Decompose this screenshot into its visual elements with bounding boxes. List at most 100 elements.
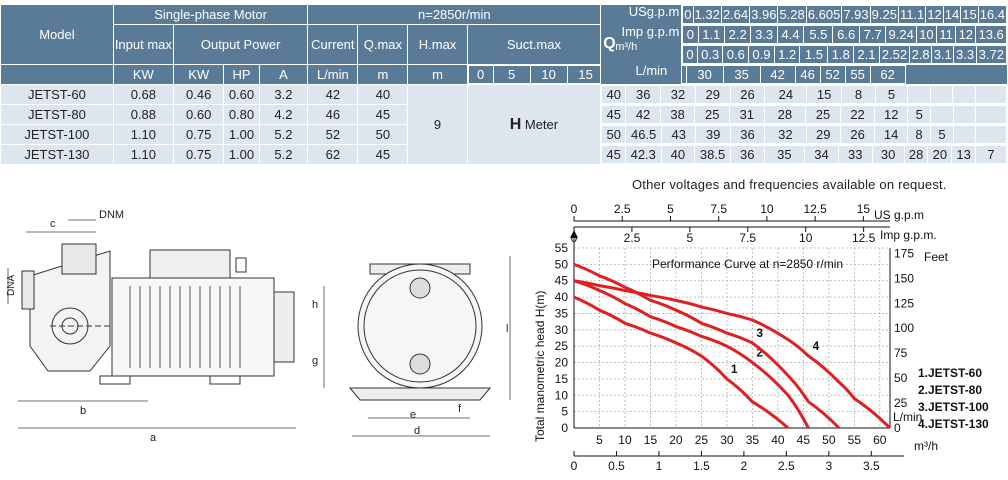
unit-suct: m	[407, 64, 468, 85]
model-input: 0.68	[112, 84, 174, 105]
model-current: 5.2	[258, 124, 309, 145]
dim-dna: DNA	[6, 275, 17, 296]
model-current: 4.2	[258, 104, 309, 125]
y-tick-label: 35	[555, 306, 569, 320]
feet-tick-label: 0	[894, 421, 901, 435]
q-value-cell: 1.8	[827, 45, 855, 64]
head-value-cell: 36	[625, 85, 662, 104]
head-row-80: 45 42 38 25 31 28 25 22 12 5	[600, 104, 1008, 125]
model-input: 0.88	[112, 104, 174, 125]
chart-grid	[573, 247, 890, 429]
x-tick-label: 45	[797, 433, 811, 447]
q-value-cell: 0.9	[748, 45, 775, 64]
speed-group-header: n=2850r/min	[307, 4, 602, 25]
q-value-cell: 42	[759, 65, 796, 84]
q-row-imp: 0 1.1 2.2 3.3 4.4 5.5 6.6 7.7 9.24 10 11 12 13.6	[681, 24, 1008, 45]
q-value-cell: 30	[685, 65, 724, 84]
x-tick-label: 15	[644, 433, 658, 447]
dim-g: g	[312, 355, 318, 367]
series-number-label: 3	[756, 326, 763, 340]
series-curve	[573, 279, 810, 429]
q-value-table: 0 1.32 2.64 3.96 5.28 6.605 7.93 9.25 11.1 12 14 15…	[682, 5, 1008, 24]
model-hp: 0.60	[223, 84, 260, 105]
head-value-cell: 12	[874, 105, 909, 124]
model-kw: 0.60	[172, 104, 225, 125]
motor-group-header: Single-phase Motor	[112, 4, 309, 25]
q-unit-us: USg.p.m	[628, 4, 680, 19]
x-tick-label: 5	[596, 433, 603, 447]
q-value-table: 0 1.1 2.2 3.3 4.4 5.5 6.6 7.7 9.24 10 11 12 13.6	[682, 25, 1007, 44]
q-unit-imp: Imp g.p.m	[621, 24, 680, 39]
head-value-cell: 39	[695, 125, 731, 144]
dim-e: e	[410, 409, 416, 421]
head-row-100: 50 46.5 43 39 36 32 29 26 14 8 5	[600, 124, 1008, 145]
head-value-cell: 22	[839, 105, 876, 124]
head-value-table: 45 42.3 40 38.5 36 35 34 33 30 28 20 13 7	[601, 145, 1008, 164]
m3-tick-label: 0.5	[608, 459, 625, 473]
q-value-cell: 11	[935, 25, 957, 44]
y-tick-label: 20	[555, 356, 569, 370]
m3-tick-label: 1.5	[693, 459, 710, 473]
head-value-cell: 5	[874, 85, 909, 104]
q-value-table: 0 0.3 0.6 0.9 1.2 1.5 1.8 2.1 2.52 2.8 3.1 3.3 3.72	[682, 45, 1008, 64]
model-name: JETST-100	[0, 124, 114, 145]
q-value-cell: 10	[915, 25, 937, 44]
head-value-cell: 26	[729, 85, 766, 104]
head-value-cell: 5	[930, 125, 955, 144]
legend-item: 1.JETST-60	[918, 366, 982, 380]
q-value-cell: 4.4	[776, 25, 805, 44]
dim-f: f	[458, 403, 462, 415]
head-value-cell	[974, 105, 1008, 124]
head-value-cell: 36	[729, 125, 766, 144]
m3-tick-label: 1	[656, 459, 663, 473]
x-tick-label: 55	[848, 433, 862, 447]
series-curve	[573, 295, 790, 430]
y-tick-label: 15	[555, 372, 569, 386]
feet-tick-label: 175	[894, 246, 914, 260]
head-value-cell: 32	[764, 125, 807, 144]
head-value-cell	[907, 85, 931, 104]
head-value-cell: 34	[804, 145, 839, 164]
q-value-cell: 0.6	[722, 45, 750, 64]
y-tick-label: 30	[555, 323, 569, 337]
q-value-cell: 13.6	[975, 25, 1007, 44]
x-tick-label: 35	[746, 433, 760, 447]
head-value-cell: 29	[805, 125, 841, 144]
q-value-cell: 2.1	[853, 45, 880, 64]
q-value-cell: 1.1	[697, 25, 725, 44]
head-value-cell: 25	[694, 105, 731, 124]
model-hmax: 45	[357, 144, 409, 165]
head-value-cell: 14	[874, 125, 908, 144]
imp-axis-label: Imp g.p.m.	[880, 228, 937, 242]
q-value-cell: 15	[566, 65, 605, 84]
q-value-cell: 7.7	[858, 25, 887, 44]
head-value-cell	[952, 85, 976, 104]
input-max-header: Input max	[112, 24, 174, 65]
model-input: 1.10	[112, 144, 174, 165]
q-unit-m3h: m³/h	[615, 41, 638, 53]
us-tick-label: 5	[667, 202, 674, 216]
q-value-cell: 2.52	[878, 45, 911, 64]
imp-tick-label: 2.5	[624, 231, 641, 245]
head-value-cell	[929, 85, 954, 104]
series-number-label: 2	[756, 346, 763, 360]
model-hp: 0.80	[223, 104, 260, 125]
model-name: JETST-130	[0, 144, 114, 165]
y-tick-label: 0	[561, 421, 568, 435]
q-value-cell: 12	[955, 25, 977, 44]
model-hmax: 40	[357, 84, 409, 105]
legend-item: 2.JETST-80	[918, 383, 982, 397]
feet-tick-label: 25	[894, 396, 908, 410]
q-value-cell: 3.96	[749, 5, 779, 24]
model-hmax: 45	[357, 104, 409, 125]
head-value-cell: 50	[601, 125, 627, 144]
m3-tick-label: 3.5	[863, 459, 880, 473]
q-value-table: 051015202530354246525562	[467, 65, 906, 84]
head-value-table: 50 46.5 43 39 36 32 29 26 14 8 5	[601, 125, 1007, 144]
series-curve	[573, 279, 892, 430]
us-tick-label: 2.5	[614, 202, 631, 216]
head-value-cell: 15	[806, 85, 843, 104]
head-value-cell	[953, 125, 977, 144]
head-value-cell: 13	[951, 145, 976, 164]
output-power-header: Output Power	[172, 24, 309, 65]
